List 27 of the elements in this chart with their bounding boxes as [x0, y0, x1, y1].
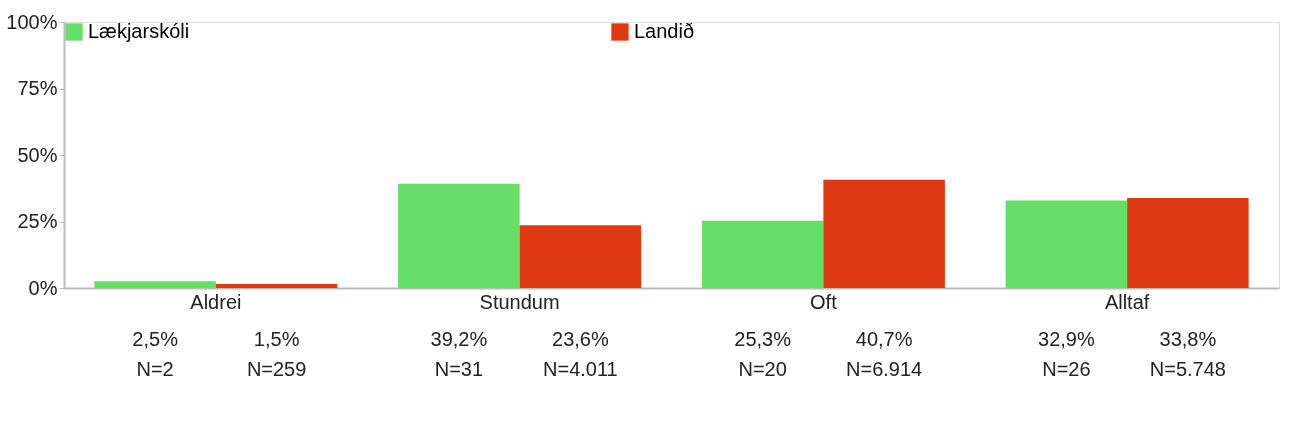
bar [398, 183, 520, 288]
bar [701, 220, 824, 288]
y-tick-label: 100% [6, 10, 58, 33]
bar [1005, 200, 1128, 288]
y-tick-label: 75% [17, 77, 58, 99]
x-tick-label: Aldrei [190, 290, 242, 313]
legend-label: Landið [634, 20, 695, 42]
data-label: 25,3% N=20 [734, 328, 792, 380]
data-label: 23,6% N=4.011 [543, 328, 618, 380]
data-label: 40,7% N=6.914 [846, 328, 923, 380]
x-tick-label: Oft [810, 290, 838, 313]
data-label: 1,5% N=259 [246, 328, 307, 380]
x-tick-label: Alltaf [1104, 290, 1150, 313]
bar [94, 281, 216, 288]
y-tick-label: 25% [17, 210, 58, 232]
bar [823, 179, 945, 288]
y-tick-label: 0% [28, 276, 58, 299]
data-label: 2,5% N=2 [132, 328, 179, 380]
bar [215, 284, 338, 288]
data-label: 33,8% N=5.748 [1149, 328, 1226, 380]
y-tick-label: 50% [17, 143, 58, 166]
data-label: 39,2% N=31 [430, 328, 488, 380]
x-tick-label: Stundum [479, 290, 560, 313]
bar [1127, 198, 1249, 288]
bar [519, 225, 642, 288]
data-label: 32,9% N=26 [1038, 328, 1095, 380]
legend-label: Lækjarskóli [88, 20, 190, 42]
